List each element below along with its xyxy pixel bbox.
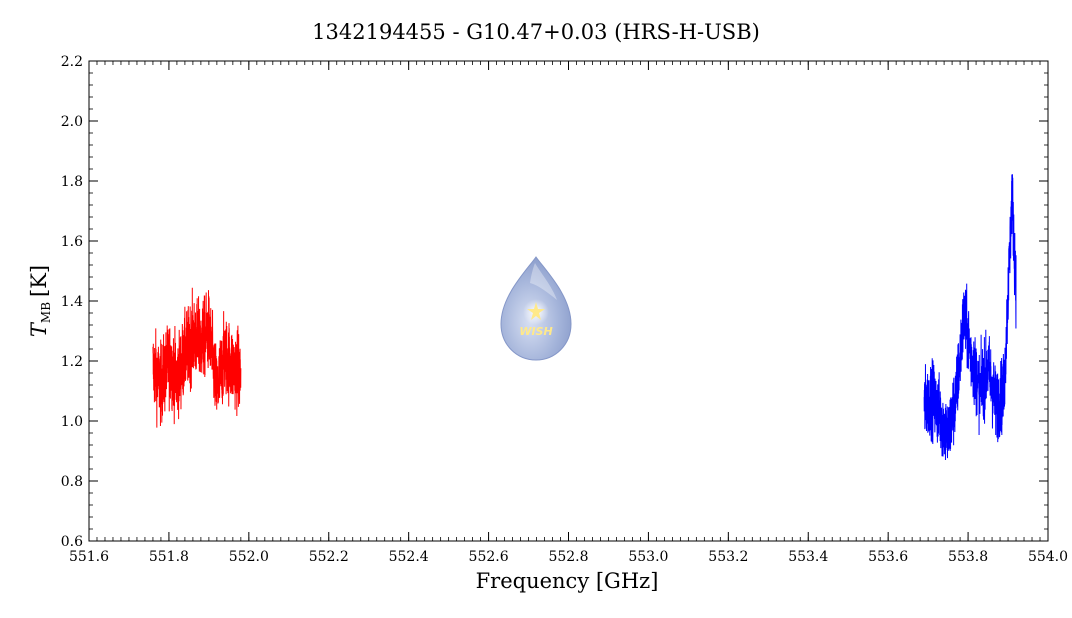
x-tick-label: 553.0: [628, 549, 668, 565]
y-tick-label: 0.6: [61, 534, 83, 550]
series-layer: [152, 174, 1017, 460]
x-tick-label: 552.0: [229, 549, 269, 565]
spectrum-series-1: [152, 287, 242, 428]
y-tick-label: 1.8: [61, 174, 83, 190]
wish-logo: WISH: [500, 256, 572, 361]
wish-logo-text: WISH: [519, 325, 552, 338]
y-axis-title-unit: [K]: [27, 265, 51, 297]
plot-frame: [88, 60, 1049, 542]
x-tick-label: 554.0: [1028, 549, 1068, 565]
chart-title: 1342194455 - G10.47+0.03 (HRS-H-USB): [312, 20, 760, 44]
x-tick-label: 552.2: [309, 549, 349, 565]
x-tick-label: 551.6: [69, 549, 109, 565]
wish-star-icon: [527, 302, 545, 320]
x-tick-label: 553.2: [708, 549, 748, 565]
y-tick-label: 2.0: [61, 114, 83, 130]
x-tick-label: 551.8: [149, 549, 189, 565]
x-tick-label: 553.6: [868, 549, 908, 565]
x-axis-title: Frequency [GHz]: [476, 569, 659, 593]
x-tick-label: 552.8: [548, 549, 588, 565]
spectrum-series-2: [923, 174, 1017, 460]
y-axis-title: TMB [K]: [27, 265, 53, 337]
y-axis-title-subscript: MB: [39, 302, 53, 323]
x-tick-label: 553.4: [788, 549, 828, 565]
y-tick-label: 1.2: [61, 354, 83, 370]
y-axis-title-symbol: T: [27, 321, 51, 337]
y-tick-label: 1.6: [61, 234, 83, 250]
y-tick-label: 0.8: [61, 474, 83, 490]
y-tick-label: 2.2: [61, 54, 83, 70]
wish-drop-highlight: [530, 263, 557, 300]
x-tick-label: 553.8: [948, 549, 988, 565]
y-tick-label: 1.0: [61, 414, 83, 430]
y-tick-label: 1.4: [61, 294, 83, 310]
ticks-layer: 551.6 551.8 552.0 552.2 552.4 552.6 552.8 553.0…: [61, 54, 1068, 565]
x-tick-label: 552.6: [469, 549, 509, 565]
x-tick-label: 552.4: [389, 549, 429, 565]
